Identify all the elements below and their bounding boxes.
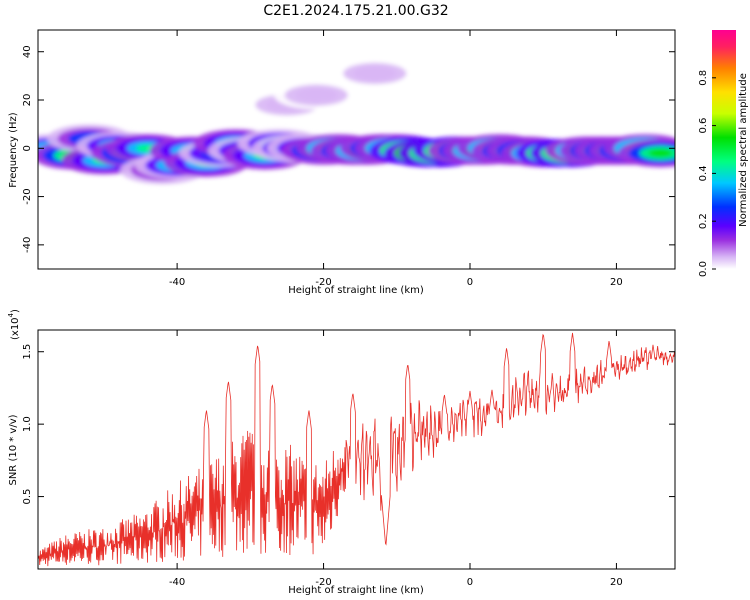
snr-y-ticks: 0.5 1.0 1.5	[22, 344, 675, 505]
snr-frame	[37, 329, 676, 570]
spectrogram-x-axis-label: Height of straight line (km)	[288, 285, 424, 296]
spectrogram-x-tick-label: 20	[610, 277, 623, 288]
spectrogram-y-axis-label: Frequency (Hz)	[8, 112, 19, 188]
colorbar: 0.0 0.2 0.4 0.6 0.8 Normalized spectral ampl…	[698, 30, 749, 277]
colorbar-tick-label: 0.8	[698, 70, 709, 86]
colorbar-tick-label: 0.6	[698, 118, 709, 134]
snr-x-tick-label: 0	[467, 577, 473, 588]
spectrogram-x-ticks: -40 -20 0 20	[169, 30, 623, 288]
spectrogram-y-tick-label: -40	[22, 237, 33, 253]
spectrogram-x-tick-label: -20	[315, 277, 331, 288]
colorbar-label: Normalized spectral amplitude	[738, 73, 749, 227]
spectrogram-x-tick-label: 0	[467, 277, 473, 288]
spectral-blob	[362, 69, 387, 78]
spectrogram-heatmap	[38, 59, 675, 185]
spectral-blob	[304, 91, 329, 100]
snr-series-line	[38, 332, 675, 567]
snr-y-tick-label: 0.5	[22, 489, 33, 505]
colorbar-gradient	[712, 30, 736, 269]
colorbar-tick-label: 0.4	[698, 165, 709, 181]
spectral-blob	[648, 149, 673, 158]
colorbar-ticks: 0.0 0.2 0.4 0.6 0.8	[698, 70, 716, 277]
spectrogram-y-tick-label: 40	[22, 45, 33, 58]
spectrogram-y-ticks: -40 -20 0 20 40	[22, 45, 675, 253]
spectrogram-y-tick-label: -20	[22, 188, 33, 204]
snr-y-axis-label: SNR (10 * v/v)	[8, 414, 19, 485]
spectrogram-frame	[37, 29, 676, 270]
snr-x-axis-label: Height of straight line (km)	[288, 585, 424, 596]
spectrogram-y-tick-label: 0	[22, 145, 33, 151]
spectrogram-y-tick-label: 20	[22, 94, 33, 107]
snr-x-ticks: -40 -20 0 20	[169, 330, 623, 588]
colorbar-tick-label: 0.2	[698, 213, 709, 229]
snr-y-tick-label: 1.0	[22, 416, 33, 432]
snr-panel: -40 -20 0 20 0.5 1.0 1.5 Height of straight l…	[7, 309, 676, 596]
svg-text:(x104): (x104)	[7, 309, 21, 340]
snr-y-multiplier: (x104)	[7, 309, 21, 340]
colorbar-tick-label: 0.0	[698, 261, 709, 277]
spectrogram-x-tick-label: -40	[169, 277, 185, 288]
chart-title: C2E1.2024.175.21.00.G32	[263, 3, 448, 19]
snr-y-tick-label: 1.5	[22, 344, 33, 360]
spectrogram-panel: -40 -20 0 20 -40 -20 0 20 40 Height of straight…	[8, 29, 676, 296]
snr-x-tick-label: 20	[610, 577, 623, 588]
snr-x-tick-label: -20	[315, 577, 331, 588]
snr-x-tick-label: -40	[169, 577, 185, 588]
